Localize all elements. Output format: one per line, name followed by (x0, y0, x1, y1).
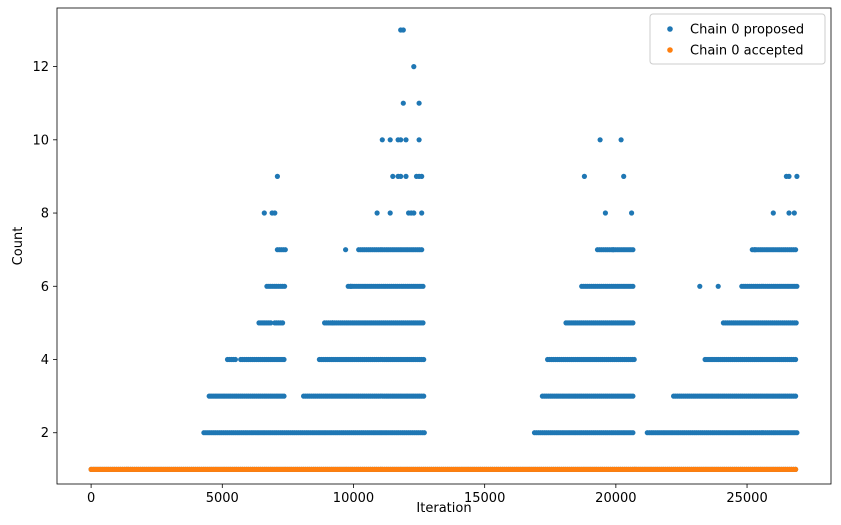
data-point (715, 283, 721, 289)
data-point (268, 320, 274, 326)
data-point (329, 320, 336, 326)
data-point (232, 356, 238, 363)
data-point (281, 393, 287, 399)
chart-marks (88, 27, 800, 472)
y-tick-label: 6 (41, 280, 49, 295)
data-point (630, 247, 636, 253)
y-axis-label: Count (11, 227, 26, 266)
x-tick-label: 25000 (726, 491, 767, 506)
data-point (597, 137, 603, 143)
data-point (400, 27, 406, 33)
data-point (272, 210, 278, 216)
y-tick-label: 4 (41, 353, 49, 368)
data-point (630, 393, 636, 399)
data-point (348, 283, 354, 289)
data-point (421, 393, 427, 399)
x-tick-label: 5000 (206, 491, 239, 506)
y-axis: 2 4 6 8 10 12 (32, 60, 57, 441)
series-proposed (88, 27, 800, 472)
data-point (793, 247, 799, 253)
y-tick-label: 12 (32, 60, 49, 75)
data-point (697, 283, 703, 289)
data-point (416, 100, 422, 106)
data-point (411, 210, 417, 216)
data-point (261, 210, 267, 216)
data-point (618, 137, 624, 143)
data-point (281, 356, 287, 363)
y-tick-label: 10 (32, 133, 49, 148)
data-point (770, 210, 776, 216)
data-point (752, 247, 758, 253)
data-point (793, 320, 799, 326)
x-axis-label: Iteration (416, 501, 471, 516)
data-point (629, 210, 635, 216)
data-point (786, 210, 792, 216)
legend-marker-proposed (667, 26, 673, 32)
data-point (602, 210, 609, 216)
data-point (794, 430, 800, 436)
data-point (421, 430, 427, 436)
data-point (421, 356, 427, 363)
data-point (630, 430, 636, 436)
data-point (398, 137, 404, 143)
data-point (419, 173, 425, 179)
x-tick-label: 15000 (464, 491, 505, 506)
data-point (794, 283, 800, 289)
data-point (791, 210, 797, 216)
legend-label-proposed: Chain 0 proposed (690, 23, 804, 38)
data-point (403, 137, 409, 143)
data-point (793, 466, 799, 472)
data-point (398, 173, 404, 179)
data-point (793, 393, 799, 399)
data-point (343, 247, 349, 253)
x-tick-label: 0 (87, 491, 95, 506)
data-point (621, 173, 627, 179)
data-point (786, 173, 792, 179)
data-point (282, 247, 288, 253)
data-point (280, 320, 286, 326)
legend-label-accepted: Chain 0 accepted (690, 44, 804, 59)
data-point (793, 356, 799, 363)
x-axis: 0 5000 10000 15000 20000 25000 (87, 484, 768, 506)
data-point (419, 210, 425, 216)
data-point (379, 137, 385, 143)
data-point (282, 283, 288, 289)
data-point (411, 64, 417, 70)
y-tick-label: 8 (41, 207, 49, 222)
plot-frame (56, 7, 832, 485)
data-point (420, 320, 426, 326)
x-tick-label: 10000 (333, 491, 374, 506)
series-accepted (88, 466, 799, 472)
data-point (416, 137, 422, 143)
data-point (630, 320, 636, 326)
y-tick-label: 2 (41, 426, 49, 441)
data-point (581, 173, 588, 179)
data-point (387, 137, 393, 143)
legend-marker-accepted (667, 47, 673, 53)
data-point (374, 210, 380, 216)
legend: Chain 0 proposed Chain 0 accepted (649, 13, 826, 65)
data-point (794, 173, 800, 179)
data-point (610, 247, 616, 253)
data-point (631, 356, 637, 363)
data-point (403, 173, 409, 179)
data-point (387, 210, 393, 216)
data-point (274, 173, 280, 179)
data-point (390, 173, 396, 179)
data-point (419, 247, 425, 253)
data-point (420, 283, 426, 289)
legend-box (649, 13, 826, 65)
data-point (400, 100, 406, 106)
data-point (630, 283, 636, 289)
x-tick-label: 20000 (595, 491, 636, 506)
